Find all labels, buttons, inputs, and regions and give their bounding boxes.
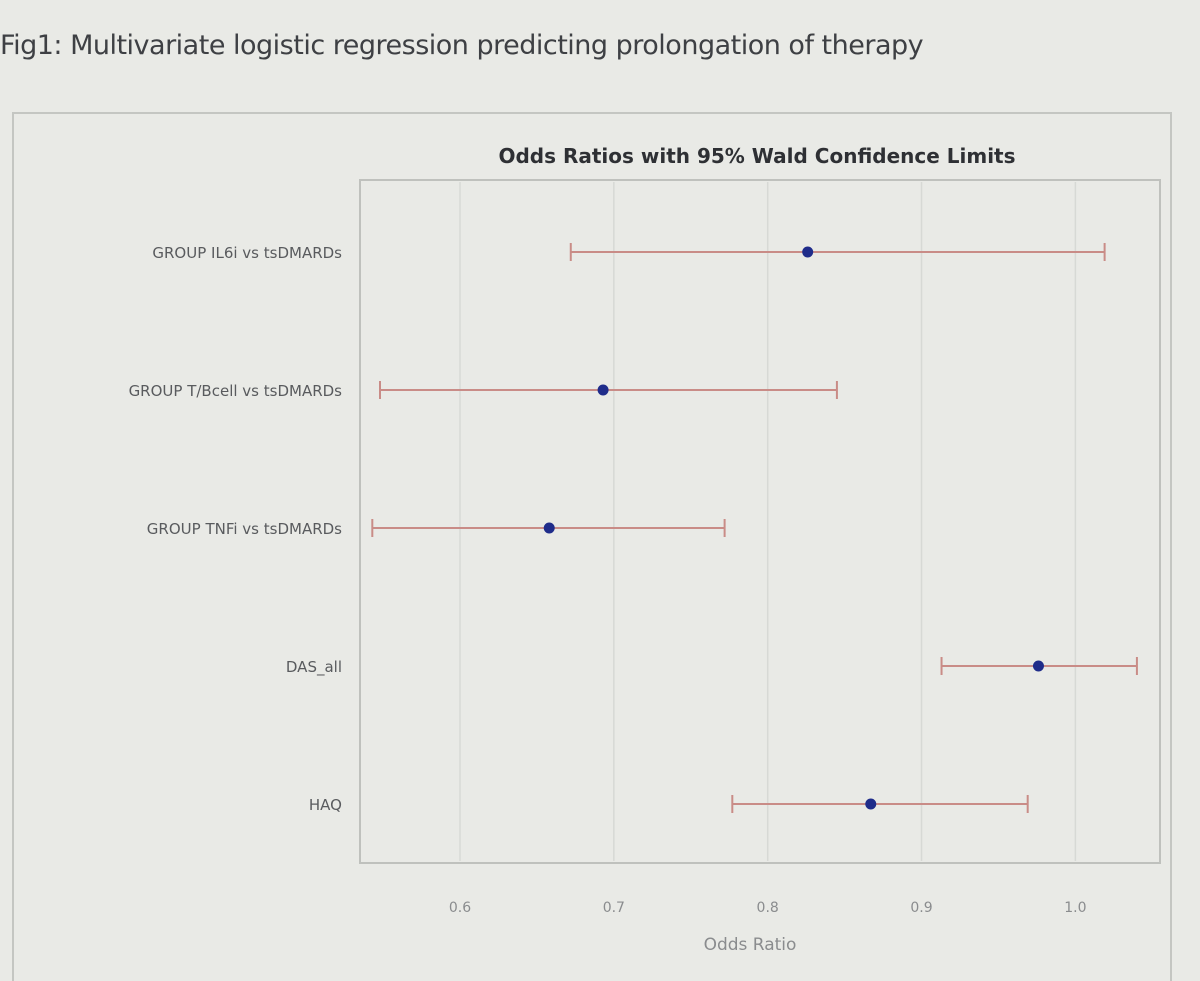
- forest-row: GROUP IL6i vs tsDMARDs: [152, 243, 1106, 262]
- forest-row: DAS_all: [286, 657, 1138, 677]
- odds-ratio-point: [1032, 660, 1044, 672]
- figure-caption: Fig1: Multivariate logistic regression p…: [0, 30, 924, 61]
- forest-rows: GROUP IL6i vs tsDMARDs GROUP T/Bcell vs t…: [129, 243, 1138, 814]
- plot-area: [359, 179, 1161, 864]
- x-tick-label: 0.8: [757, 900, 779, 916]
- odds-ratio-point: [543, 522, 555, 534]
- row-label: GROUP T/Bcell vs tsDMARDs: [129, 382, 343, 400]
- plot-frame: [12, 112, 1172, 981]
- row-label: HAQ: [309, 796, 342, 814]
- forest-row: HAQ: [309, 795, 1029, 814]
- x-tick-label: 0.7: [603, 900, 625, 916]
- row-label: DAS_all: [286, 658, 342, 677]
- x-tick-label: 1.0: [1064, 900, 1086, 916]
- odds-ratio-point: [802, 246, 814, 258]
- x-tick-label: 0.6: [449, 900, 471, 916]
- x-axis-ticks: 0.6 0.7 0.8 0.9 1.0: [449, 900, 1087, 916]
- x-axis-label: Odds Ratio: [704, 935, 797, 955]
- row-label: GROUP TNFi vs tsDMARDs: [147, 520, 342, 538]
- x-tick-label: 0.9: [910, 900, 932, 916]
- grid-lines: [459, 182, 1077, 861]
- odds-ratio-point: [597, 384, 609, 396]
- forest-row: GROUP TNFi vs tsDMARDs: [147, 519, 726, 538]
- chart-title: Odds Ratios with 95% Wald Confidence Lim…: [498, 144, 1015, 168]
- forest-row: GROUP T/Bcell vs tsDMARDs: [129, 381, 838, 400]
- row-label: GROUP IL6i vs tsDMARDs: [152, 244, 342, 262]
- odds-ratio-point: [865, 798, 877, 810]
